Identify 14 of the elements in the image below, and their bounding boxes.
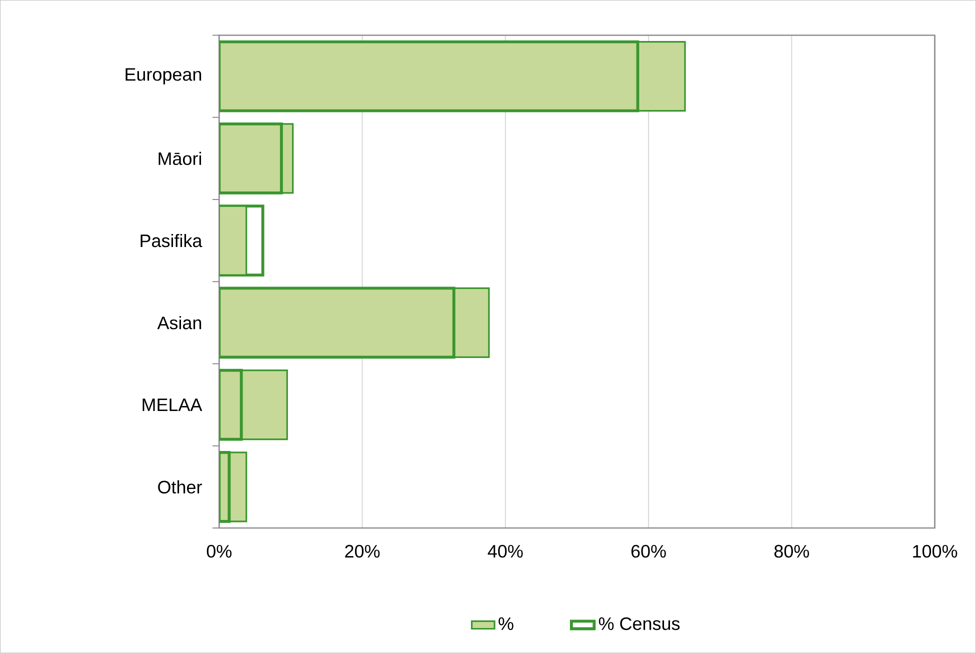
y-tick-label: European [126,68,202,84]
legend-label: % [498,617,514,630]
x-tick-label: 0% [206,544,232,558]
legend-label: % Census [598,617,680,630]
x-tick-label: 100% [913,544,958,558]
x-tick-label: 40% [488,544,523,558]
y-tick-label: Pasifika [140,234,202,248]
x-tick-label: 20% [345,544,380,558]
y-tick-label: MELAA [142,398,202,411]
y-tick-label: Asian [157,316,202,330]
y-tick-label: Māori [158,152,202,165]
x-tick-label: 60% [631,544,666,558]
x-tick-label: 80% [774,544,810,558]
y-tick-label: Other [158,480,202,494]
